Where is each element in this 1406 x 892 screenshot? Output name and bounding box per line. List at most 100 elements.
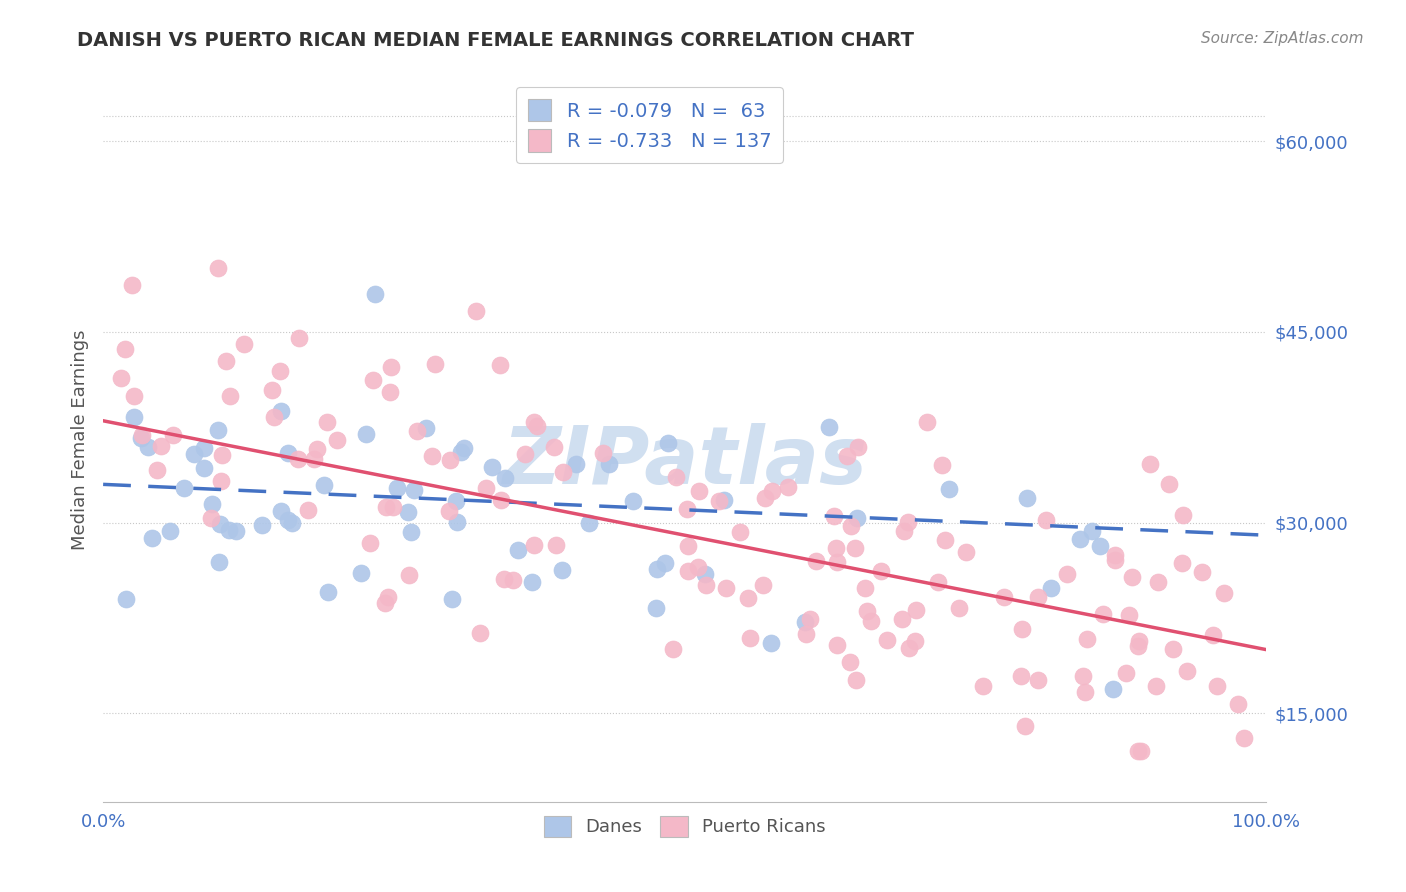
Point bbox=[494, 471, 516, 485]
Point bbox=[1071, 669, 1094, 683]
Point bbox=[876, 632, 898, 647]
Point bbox=[761, 483, 783, 498]
Point bbox=[211, 448, 233, 462]
Point bbox=[1074, 685, 1097, 699]
Point bbox=[1104, 549, 1126, 563]
Point bbox=[675, 502, 697, 516]
Point bbox=[439, 452, 461, 467]
Point bbox=[897, 515, 920, 529]
Point bbox=[114, 342, 136, 356]
Point bbox=[423, 357, 446, 371]
Point bbox=[1088, 539, 1111, 553]
Point bbox=[162, 428, 184, 442]
Point bbox=[860, 614, 883, 628]
Point bbox=[693, 566, 716, 581]
Point bbox=[846, 440, 869, 454]
Point bbox=[1017, 491, 1039, 505]
Point bbox=[209, 516, 232, 531]
Point bbox=[1232, 731, 1254, 745]
Point bbox=[364, 287, 387, 301]
Point bbox=[931, 458, 953, 472]
Point bbox=[1146, 575, 1168, 590]
Point bbox=[354, 427, 377, 442]
Point bbox=[1010, 669, 1032, 683]
Point bbox=[470, 625, 492, 640]
Point bbox=[714, 581, 737, 595]
Point bbox=[835, 449, 858, 463]
Point bbox=[502, 574, 524, 588]
Point bbox=[824, 541, 846, 555]
Point bbox=[665, 470, 688, 484]
Point bbox=[136, 440, 159, 454]
Point bbox=[898, 640, 921, 655]
Point bbox=[131, 428, 153, 442]
Point bbox=[124, 409, 146, 424]
Point bbox=[794, 627, 817, 641]
Point bbox=[1205, 679, 1227, 693]
Point bbox=[1115, 665, 1137, 680]
Point bbox=[1026, 673, 1049, 687]
Point bbox=[1102, 682, 1125, 697]
Point bbox=[287, 451, 309, 466]
Point bbox=[173, 481, 195, 495]
Point bbox=[218, 524, 240, 538]
Point bbox=[508, 542, 530, 557]
Point bbox=[183, 447, 205, 461]
Point bbox=[738, 631, 761, 645]
Point bbox=[1171, 556, 1194, 570]
Point bbox=[1104, 553, 1126, 567]
Point bbox=[523, 415, 546, 429]
Point bbox=[1092, 607, 1115, 621]
Point bbox=[676, 564, 699, 578]
Point bbox=[1118, 608, 1140, 623]
Point bbox=[193, 460, 215, 475]
Point bbox=[193, 442, 215, 456]
Point bbox=[551, 562, 574, 576]
Point bbox=[214, 354, 236, 368]
Point bbox=[621, 494, 644, 508]
Point bbox=[399, 524, 422, 539]
Point bbox=[381, 500, 404, 514]
Point bbox=[853, 582, 876, 596]
Point bbox=[121, 278, 143, 293]
Point bbox=[839, 655, 862, 669]
Point bbox=[823, 508, 845, 523]
Point bbox=[845, 510, 868, 524]
Point bbox=[707, 493, 730, 508]
Point bbox=[200, 511, 222, 525]
Point bbox=[856, 604, 879, 618]
Point bbox=[207, 423, 229, 437]
Point bbox=[129, 430, 152, 444]
Point bbox=[1121, 569, 1143, 583]
Point bbox=[844, 541, 866, 555]
Point bbox=[904, 634, 927, 648]
Text: ZIPatlas: ZIPatlas bbox=[502, 423, 868, 500]
Point bbox=[893, 524, 915, 538]
Point bbox=[225, 524, 247, 539]
Point bbox=[326, 434, 349, 448]
Point bbox=[955, 545, 977, 559]
Point bbox=[209, 475, 232, 489]
Point bbox=[252, 518, 274, 533]
Point bbox=[1056, 567, 1078, 582]
Point bbox=[281, 516, 304, 530]
Point bbox=[730, 524, 752, 539]
Point bbox=[415, 421, 437, 435]
Point bbox=[465, 304, 488, 318]
Point bbox=[1161, 641, 1184, 656]
Point bbox=[1157, 477, 1180, 491]
Point bbox=[422, 450, 444, 464]
Point bbox=[513, 447, 536, 461]
Point bbox=[374, 500, 396, 514]
Point bbox=[1126, 639, 1149, 653]
Point bbox=[1191, 566, 1213, 580]
Point bbox=[778, 480, 800, 494]
Point bbox=[544, 538, 567, 552]
Point bbox=[1014, 718, 1036, 732]
Point bbox=[1069, 532, 1091, 546]
Point bbox=[302, 451, 325, 466]
Point bbox=[269, 364, 291, 378]
Point bbox=[297, 502, 319, 516]
Point bbox=[654, 556, 676, 570]
Point bbox=[316, 585, 339, 599]
